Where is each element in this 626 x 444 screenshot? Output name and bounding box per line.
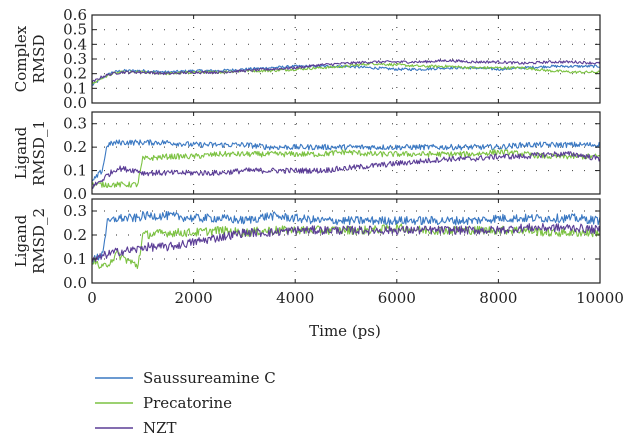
y-tick-label: 0.0 xyxy=(63,274,87,292)
y-tick-label: 0.3 xyxy=(63,202,87,220)
y-axis-label: RMSD_1 xyxy=(30,120,48,186)
y-tick-label: 0.3 xyxy=(63,50,87,68)
legend-label: Precatorine xyxy=(143,394,232,412)
plot-frame xyxy=(91,111,601,195)
x-tick-label: 8000 xyxy=(479,289,517,307)
y-axis-label: Ligand xyxy=(12,126,30,179)
series-line-nzt xyxy=(91,151,601,189)
y-axis-label: RMSD_2 xyxy=(30,208,48,274)
y-tick-label: 0.6 xyxy=(63,6,87,24)
legend-label: NZT xyxy=(143,419,177,437)
x-axis-label: Time (ps) xyxy=(309,322,381,340)
y-tick-label: 0.2 xyxy=(63,226,87,244)
x-tick-label: 4000 xyxy=(276,289,314,307)
y-tick-label: 0.1 xyxy=(63,162,87,180)
panel-3: 0.0 0.1 0.2 0.3 Ligand RMSD_2 0 2000 4000 6000 800… xyxy=(12,198,624,307)
y-axis-label: Complex xyxy=(12,25,30,92)
y-tick-label: 0.0 xyxy=(63,185,87,203)
series-line-nzt xyxy=(91,59,601,83)
x-tick-label: 2000 xyxy=(175,289,213,307)
y-tick-label: 0.5 xyxy=(63,21,87,39)
series-line-precatorine xyxy=(91,149,601,188)
y-tick-label: 0.2 xyxy=(63,138,87,156)
legend-label: Saussureamine C xyxy=(143,369,276,387)
y-tick-label: 0.4 xyxy=(63,35,87,53)
panel-2: 0.0 0.1 0.2 0.3 Ligand RMSD_1 xyxy=(12,111,601,203)
panel-1: 0.00.10.20.30.40.50.6 Complex RMSD xyxy=(12,6,601,112)
legend: Saussureamine C Precatorine NZT xyxy=(95,369,276,437)
x-tick-label: 10000 xyxy=(576,289,624,307)
y-tick-label: 0.1 xyxy=(63,250,87,268)
y-tick-label: 0.1 xyxy=(63,79,87,97)
plot-frame xyxy=(91,198,601,284)
grid-panel-1 xyxy=(92,15,600,103)
y-axis-label: RMSD xyxy=(30,35,48,84)
y-tick-label: 0.3 xyxy=(63,115,87,133)
legend-item: NZT xyxy=(95,419,177,437)
series-line-saussureamine-c xyxy=(91,210,601,266)
grid-panel-3 xyxy=(92,199,600,283)
series-line-precatorine xyxy=(91,223,601,270)
x-tick-label: 6000 xyxy=(378,289,416,307)
legend-item: Saussureamine C xyxy=(95,369,276,387)
y-tick-label: 0.0 xyxy=(63,94,87,112)
plot-frame xyxy=(91,14,601,104)
x-tick-label: 0 xyxy=(87,289,97,307)
y-axis-label: Ligand xyxy=(12,214,30,267)
series-line-saussureamine-c xyxy=(91,139,601,182)
series-line-precatorine xyxy=(91,61,601,85)
legend-item: Precatorine xyxy=(95,394,232,412)
y-tick-label: 0.2 xyxy=(63,65,87,83)
series-line-nzt xyxy=(91,222,601,263)
